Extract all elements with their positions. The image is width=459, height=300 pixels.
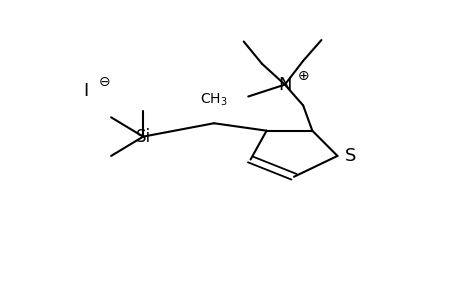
- Text: I: I: [83, 82, 89, 100]
- Text: $\ominus$: $\ominus$: [98, 75, 110, 88]
- Text: N: N: [278, 76, 291, 94]
- Text: S: S: [344, 147, 355, 165]
- Text: Si: Si: [135, 128, 151, 146]
- Text: CH$_3$: CH$_3$: [200, 91, 227, 108]
- Text: $\oplus$: $\oplus$: [297, 69, 308, 83]
